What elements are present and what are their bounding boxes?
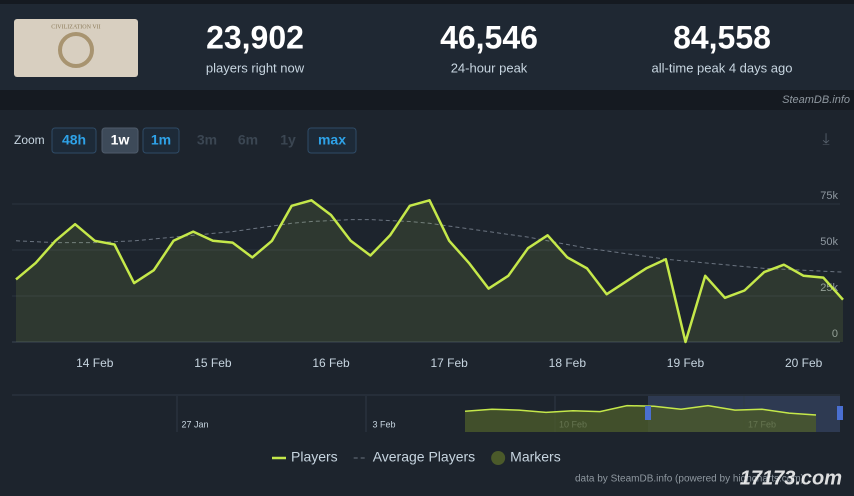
zoom-button-text: 3m: [197, 132, 217, 148]
watermark: 17173.com: [740, 467, 842, 489]
x-tick-label: 16 Feb: [312, 356, 350, 370]
stat-label: all-time peak 4 days ago: [652, 60, 793, 75]
legend-label[interactable]: Markers: [510, 449, 561, 465]
legend-swatch[interactable]: [491, 451, 506, 465]
zoom-button-text: 6m: [238, 132, 258, 148]
zoom-button-text: 1y: [280, 132, 296, 148]
players-area: [16, 200, 843, 342]
x-tick-label: 20 Feb: [785, 356, 823, 370]
zoom-button[interactable]: [307, 127, 357, 154]
zoom-button[interactable]: [101, 127, 139, 154]
navigator-line: [464, 404, 817, 416]
navigator-handle[interactable]: [837, 406, 843, 420]
credit[interactable]: data by SteamDB.info (powered by highcha…: [575, 474, 804, 485]
zoom-button-text[interactable]: 1w: [111, 132, 130, 148]
stat-label: 24-hour peak: [451, 60, 528, 75]
legend-label[interactable]: Players: [291, 449, 338, 465]
y-tick-label: 75k: [820, 190, 838, 202]
x-tick-label: 17 Feb: [431, 356, 469, 370]
zoom-button-text[interactable]: max: [318, 132, 346, 148]
x-tick-label: 15 Feb: [194, 356, 232, 370]
navigator-label: 3 Feb: [372, 419, 395, 429]
x-tick-label: 14 Feb: [76, 356, 114, 370]
zoom-label: Zoom: [14, 133, 45, 147]
zoom-button-text[interactable]: 1m: [151, 132, 171, 148]
navigator-handle[interactable]: [645, 406, 651, 420]
game-logo[interactable]: [14, 19, 138, 77]
stats-panel: [0, 4, 854, 90]
logo-text: CIVILIZATION VII: [51, 24, 100, 30]
stat-label: players right now: [206, 60, 305, 75]
logo-emblem: [58, 32, 94, 68]
zoom-button[interactable]: [51, 127, 97, 154]
y-tick-label: 50k: [820, 236, 838, 248]
download-icon[interactable]: ⤓: [822, 131, 829, 148]
stat-value: 84,558: [673, 19, 771, 55]
stat-value: 46,546: [440, 19, 538, 55]
site-label[interactable]: SteamDB.info: [782, 94, 850, 106]
navigator-label: 27 Jan: [181, 419, 208, 429]
series-line: [15, 219, 844, 273]
zoom-button[interactable]: [142, 127, 180, 154]
legend-label[interactable]: Average Players: [373, 449, 475, 465]
y-tick-label: 0: [832, 328, 838, 340]
series-line: [15, 199, 844, 344]
stat-value: 23,902: [206, 19, 304, 55]
zoom-button-text[interactable]: 48h: [62, 132, 86, 148]
x-tick-label: 19 Feb: [667, 356, 705, 370]
x-tick-label: 18 Feb: [549, 356, 587, 370]
